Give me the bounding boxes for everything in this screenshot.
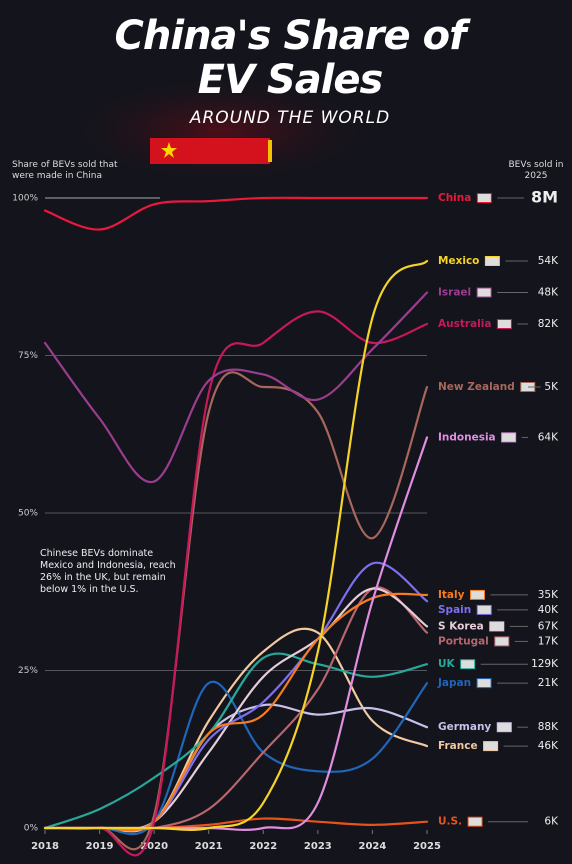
title: China's Share of EV Sales bbox=[114, 13, 467, 103]
series-label: UK bbox=[438, 658, 456, 670]
flag bbox=[496, 722, 512, 733]
series-line bbox=[43, 259, 429, 831]
flag-edge bbox=[268, 140, 272, 162]
y-tick-label: 25% bbox=[18, 666, 38, 676]
series-line bbox=[43, 371, 429, 851]
sold-label: 64K bbox=[538, 431, 559, 443]
subtitle: AROUND THE WORLD bbox=[189, 108, 391, 128]
flag bbox=[476, 678, 492, 689]
series-label: Italy bbox=[438, 589, 465, 601]
sold-label: 8M bbox=[531, 188, 558, 207]
series-label: Indonesia bbox=[438, 431, 496, 443]
series-label: China bbox=[438, 192, 471, 204]
series-label: New Zealand bbox=[438, 381, 515, 393]
series-label: Israel bbox=[438, 287, 471, 299]
flag bbox=[496, 319, 512, 329]
series-label: Japan bbox=[437, 677, 471, 689]
flag bbox=[489, 621, 505, 632]
y-tick-label: 75% bbox=[18, 351, 38, 361]
x-tick-label: 2018 bbox=[31, 841, 59, 852]
series-label: U.S. bbox=[438, 816, 462, 828]
y-axis-label: Share of BEVs sold that were made in Chi… bbox=[12, 160, 118, 181]
sold-label: 5K bbox=[544, 381, 559, 393]
sold-label: 17K bbox=[538, 635, 559, 647]
y-tick-label: 100% bbox=[12, 194, 38, 204]
sold-label: 48K bbox=[538, 287, 559, 299]
sold-label: 40K bbox=[538, 604, 559, 616]
flag bbox=[494, 636, 510, 647]
x-tick-label: 2021 bbox=[195, 841, 223, 852]
flag bbox=[467, 816, 483, 827]
series-label: Spain bbox=[438, 604, 471, 616]
y-tick-label: 50% bbox=[18, 509, 38, 519]
series-line bbox=[43, 652, 429, 830]
flag-star bbox=[161, 142, 177, 158]
lines bbox=[43, 196, 429, 857]
x-tick-label: 2025 bbox=[413, 841, 441, 852]
flag bbox=[469, 589, 485, 600]
x-tick-label: 2024 bbox=[359, 841, 387, 852]
series-label: Germany bbox=[438, 721, 491, 733]
background-glow bbox=[50, 70, 390, 190]
series-line bbox=[43, 561, 429, 832]
series-line bbox=[43, 436, 429, 831]
sold-label: 129K bbox=[531, 658, 559, 670]
series-line bbox=[43, 627, 429, 833]
x-tick-label: 2020 bbox=[140, 841, 168, 852]
flag bbox=[501, 432, 517, 443]
series-label: Australia bbox=[438, 318, 491, 330]
flag bbox=[476, 287, 492, 298]
right-column-label: BEVs sold in 2025 bbox=[508, 160, 564, 181]
series-line bbox=[43, 291, 429, 483]
flag bbox=[476, 604, 492, 615]
series-line bbox=[43, 196, 429, 231]
series-label: France bbox=[438, 740, 478, 752]
sold-label: 54K bbox=[538, 255, 559, 267]
sold-label: 46K bbox=[538, 740, 559, 752]
sold-label: 35K bbox=[538, 589, 559, 601]
flag bbox=[476, 193, 492, 203]
flag bbox=[483, 741, 499, 752]
flag bbox=[484, 256, 500, 266]
series-label: Portugal bbox=[438, 635, 489, 647]
x-tick-label: 2022 bbox=[249, 841, 277, 852]
series-line bbox=[43, 817, 429, 830]
x-tick-label: 2019 bbox=[86, 841, 114, 852]
series-line bbox=[43, 310, 429, 857]
sold-label: 82K bbox=[538, 318, 559, 330]
sold-label: 88K bbox=[538, 721, 559, 733]
sold-label: 67K bbox=[538, 620, 559, 632]
x-tick-label: 2023 bbox=[304, 841, 332, 852]
series-label: Mexico bbox=[438, 255, 479, 267]
labels: China 8M Mexico 54K Israel 48K Australia 82K New… bbox=[437, 188, 559, 828]
y-tick-label: 0% bbox=[24, 824, 39, 834]
series-line bbox=[43, 680, 429, 836]
sold-label: 21K bbox=[538, 677, 559, 689]
series-label: S Korea bbox=[438, 620, 484, 632]
flag bbox=[460, 659, 476, 670]
sold-label: 6K bbox=[544, 816, 559, 828]
annotation: Chinese BEVs dominate Mexico and Indones… bbox=[40, 548, 176, 595]
